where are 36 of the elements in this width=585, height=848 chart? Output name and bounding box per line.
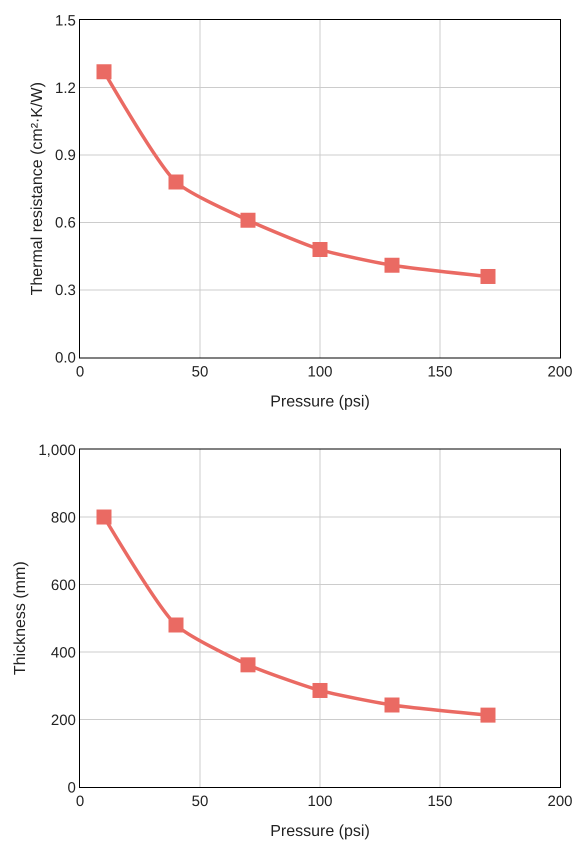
y-tick-label: 400: [50, 644, 76, 662]
y-tick-label: 0.0: [55, 350, 76, 367]
x-tick-label: 50: [192, 793, 208, 810]
y-tick-label: 0.3: [55, 282, 76, 300]
x-tick-label: 200: [547, 793, 573, 810]
y-tick-label: 0.6: [55, 214, 76, 232]
point: [240, 212, 256, 228]
y-tick-label: 0: [68, 779, 76, 796]
x-tick-label: 100: [307, 364, 333, 381]
y-axis-title: Thermal resistance (cm²·K/W): [28, 82, 46, 296]
y-tick-label: 1.2: [55, 80, 76, 97]
point: [168, 174, 184, 190]
point: [480, 708, 496, 723]
point: [168, 618, 184, 633]
x-axis-title: Pressure (psi): [270, 822, 370, 840]
y-tick-label: 0.9: [55, 147, 76, 164]
point: [96, 64, 112, 80]
point: [312, 242, 328, 257]
y-tick-label: 200: [50, 712, 76, 729]
y-tick-label: 800: [50, 509, 76, 526]
x-tick-label: 150: [427, 793, 453, 810]
point: [480, 268, 496, 284]
y-tick-label: 600: [50, 576, 76, 594]
x-axis-title: Pressure (psi): [270, 393, 370, 410]
x-tick-label: 150: [427, 364, 453, 381]
y-axis-title: Thickness (mm): [12, 561, 30, 676]
point: [240, 657, 256, 672]
x-tick-label: 50: [192, 364, 208, 381]
x-tick-label: 100: [307, 793, 333, 810]
point: [312, 682, 328, 698]
point: [384, 258, 400, 273]
y-tick-label: 1,000: [38, 442, 76, 459]
y-tick-label: 1.5: [55, 12, 76, 30]
point: [96, 510, 112, 525]
x-tick-label: 200: [547, 364, 573, 381]
point: [384, 697, 400, 712]
